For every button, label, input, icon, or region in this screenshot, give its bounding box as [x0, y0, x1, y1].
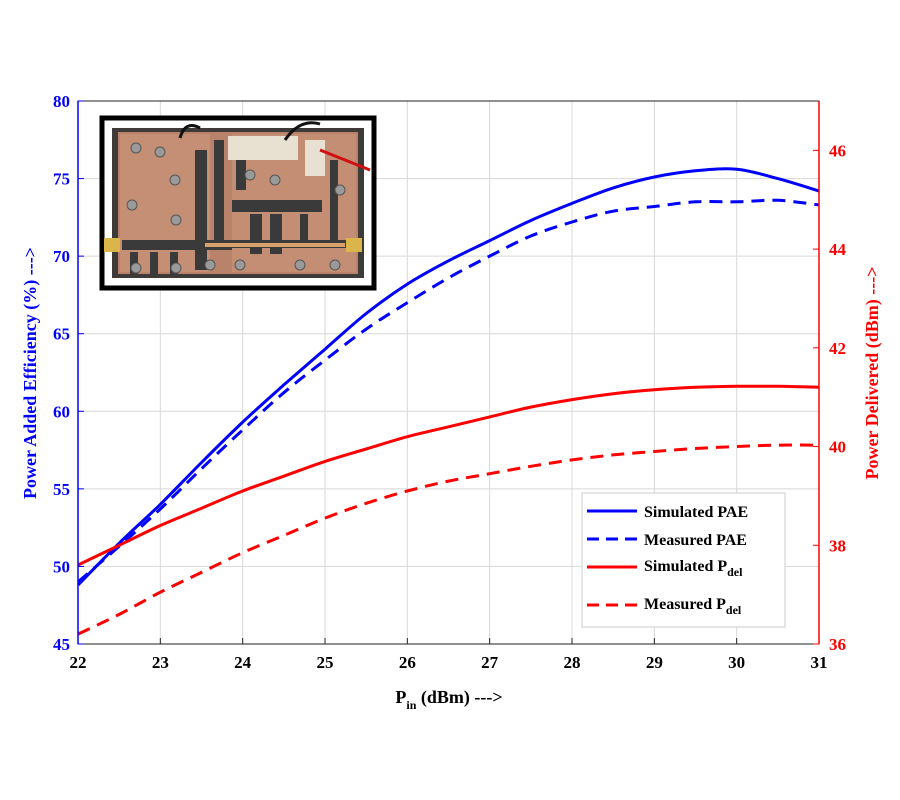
y-left-tick-label: 80	[53, 92, 70, 111]
y-left-tick-label: 75	[53, 170, 70, 189]
series-layer	[76, 167, 820, 636]
y-right-tick-label: 44	[829, 240, 847, 259]
y-left-tick-label: 65	[53, 325, 70, 344]
ticks: 22 23 24 25 26 27 28 29 30 31 45 50 55 60 65 70 75 80 36 38…	[53, 92, 847, 672]
legend-label-sim-pae: Simulated PAE	[644, 504, 748, 521]
x-axis-title: Pin (dBm) --->	[395, 687, 502, 712]
y-left-tick-label: 60	[53, 402, 70, 421]
x-tick-label: 25	[317, 653, 334, 672]
x-axis-title-sub: in	[406, 698, 416, 712]
legend-label-sim-pdel: Simulated Pdel	[644, 558, 743, 579]
legend: Simulated PAE Measured PAE Simulated Pde…	[581, 492, 786, 628]
y-left-axis-title: Power Added Efficiency (%) --->	[20, 247, 41, 499]
series-line-3	[77, 443, 820, 636]
legend-label-meas-pae: Measured PAE	[644, 532, 747, 549]
x-tick-label: 28	[564, 653, 581, 672]
x-tick-label: 23	[152, 653, 169, 672]
inset-board-photo	[99, 115, 377, 291]
y-right-tick-label: 40	[829, 438, 846, 457]
y-right-tick-label: 38	[829, 536, 846, 555]
series-line-2	[77, 384, 820, 567]
x-tick-label: 22	[70, 653, 87, 672]
series-line-0	[76, 167, 820, 587]
y-right-tick-label: 42	[829, 339, 846, 358]
legend-label-meas-pdel: Measured Pdel	[644, 596, 742, 617]
x-axis-title-rest: (dBm) --->	[416, 687, 502, 708]
y-left-tick-label: 70	[53, 247, 70, 266]
y-right-tick-label: 36	[829, 635, 846, 654]
y-right-axis-title: Power Delivered (dBm) --->	[862, 266, 883, 479]
x-tick-label: 30	[728, 653, 745, 672]
x-tick-label: 29	[646, 653, 663, 672]
x-tick-label: 24	[234, 653, 252, 672]
y-left-tick-label: 50	[53, 557, 70, 576]
y-right-tick-label: 46	[829, 141, 846, 160]
x-axis-title-main: P	[395, 687, 406, 707]
y-left-tick-label: 55	[53, 480, 70, 499]
series-line-1	[77, 198, 820, 584]
y-left-tick-label: 45	[53, 635, 70, 654]
x-tick-label: 26	[399, 653, 416, 672]
x-tick-label: 31	[811, 653, 828, 672]
x-tick-label: 27	[481, 653, 499, 672]
